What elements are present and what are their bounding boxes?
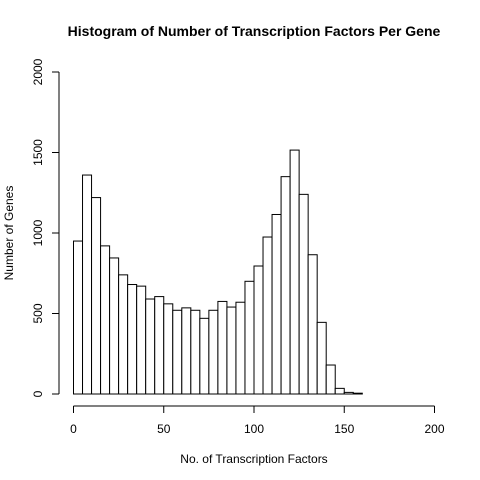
histogram-bar — [280, 176, 291, 395]
histogram-bar — [73, 240, 84, 395]
histogram-bar — [100, 245, 111, 395]
histogram-bar — [262, 236, 273, 395]
y-tick-label: 0 — [31, 390, 45, 397]
histogram-bar — [172, 309, 183, 395]
histogram-bar — [298, 193, 309, 395]
histogram-bar — [154, 296, 165, 395]
histogram-bar — [190, 309, 201, 395]
histogram-bar — [244, 280, 255, 395]
histogram-bar — [91, 197, 102, 395]
histogram-bar — [217, 300, 228, 395]
histogram-bar — [343, 391, 354, 395]
histogram-bar — [235, 301, 246, 395]
histogram-bar — [271, 213, 282, 395]
histogram-bar — [226, 306, 237, 395]
y-axis-label: Number of Genes — [2, 186, 16, 281]
x-tick-label: 100 — [244, 422, 264, 436]
histogram-bar — [334, 387, 345, 395]
histogram-bar — [145, 298, 156, 395]
y-axis: 0 500 1000 1500 2000 — [31, 58, 60, 397]
x-tick-label: 50 — [157, 422, 171, 436]
y-tick-label: 1500 — [31, 139, 45, 166]
y-tick-label: 1000 — [31, 219, 45, 246]
x-axis: 0 50 100 150 200 — [70, 405, 445, 436]
histogram-bar — [136, 285, 147, 395]
histogram-bar — [325, 364, 336, 395]
histogram-bar — [208, 309, 219, 395]
histogram-bar — [352, 392, 363, 395]
y-tick-label: 500 — [31, 303, 45, 323]
histogram-bar — [181, 307, 192, 395]
histogram-bar — [316, 321, 327, 395]
histogram-bar — [253, 265, 264, 395]
histogram-bar — [82, 174, 93, 395]
y-tick-label: 2000 — [31, 58, 45, 85]
histogram-bar — [199, 317, 210, 395]
histogram-bar — [307, 254, 318, 395]
histogram-bar — [289, 149, 300, 395]
histogram-bar — [163, 303, 174, 395]
histogram-bar — [118, 274, 129, 395]
histogram-bar — [127, 284, 138, 395]
x-tick-label: 150 — [334, 422, 354, 436]
x-axis-label: No. of Transcription Factors — [180, 452, 327, 466]
bars-group — [73, 149, 363, 395]
chart-title: Histogram of Number of Transcription Fac… — [68, 23, 441, 39]
x-tick-label: 200 — [424, 422, 444, 436]
x-tick-label: 0 — [70, 422, 77, 436]
histogram-bar — [109, 257, 120, 395]
